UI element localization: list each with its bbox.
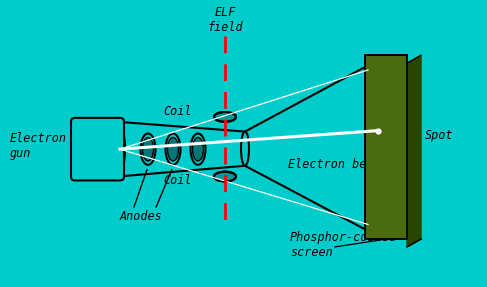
- Text: Phosphor-coated
screen: Phosphor-coated screen: [290, 231, 397, 259]
- Ellipse shape: [111, 122, 125, 177]
- Ellipse shape: [143, 137, 153, 161]
- Bar: [365, 55, 407, 239]
- Bar: [365, 55, 407, 239]
- Ellipse shape: [214, 172, 236, 181]
- Ellipse shape: [168, 137, 179, 161]
- FancyBboxPatch shape: [71, 118, 124, 181]
- Text: Electron beam: Electron beam: [288, 158, 381, 171]
- Text: Coil: Coil: [163, 104, 191, 118]
- Ellipse shape: [141, 133, 155, 165]
- Text: Electron
gun: Electron gun: [10, 132, 67, 160]
- Text: Coil: Coil: [163, 174, 191, 187]
- Ellipse shape: [166, 133, 181, 165]
- Polygon shape: [407, 55, 421, 247]
- Text: ELF
field: ELF field: [207, 6, 243, 34]
- Ellipse shape: [241, 131, 249, 166]
- Polygon shape: [118, 122, 245, 177]
- Ellipse shape: [190, 133, 206, 165]
- Ellipse shape: [192, 137, 204, 161]
- Text: Spot: Spot: [425, 129, 453, 142]
- Ellipse shape: [214, 112, 236, 122]
- Text: Anodes: Anodes: [120, 210, 163, 223]
